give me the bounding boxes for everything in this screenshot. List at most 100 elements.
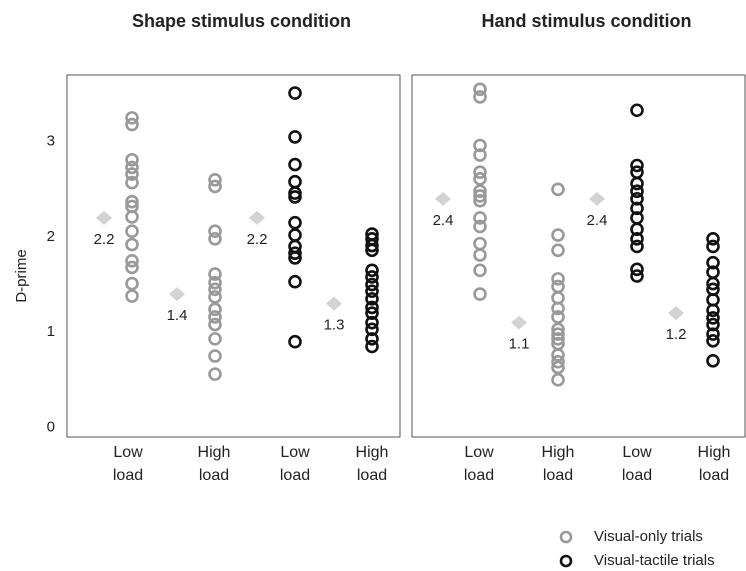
mean-label: 2.4	[433, 212, 454, 229]
data-point	[365, 243, 379, 258]
data-point	[551, 301, 565, 316]
data-point	[208, 179, 222, 194]
y-tick-label: 3	[47, 133, 55, 150]
data-point	[365, 284, 379, 299]
mean-marker	[169, 287, 185, 302]
data-point	[365, 263, 379, 278]
data-point	[551, 327, 565, 341]
data-point	[473, 211, 487, 225]
data-point	[125, 160, 139, 175]
data-point	[473, 165, 487, 179]
data-point	[125, 253, 139, 268]
mean-marker	[96, 210, 112, 225]
data-point	[551, 272, 565, 286]
data-point	[630, 239, 644, 254]
data-point	[125, 167, 139, 181]
data-point	[551, 354, 565, 369]
data-point	[473, 184, 487, 199]
data-point	[706, 327, 720, 341]
data-point	[551, 322, 565, 337]
data-point	[630, 184, 644, 199]
mean-label: 2.4	[587, 212, 608, 229]
data-point	[125, 152, 139, 167]
mean-marker	[511, 315, 527, 330]
data-point	[706, 303, 720, 318]
data-point	[551, 332, 565, 346]
panel-title: Hand stimulus condition	[482, 11, 692, 31]
x-tick-label: Low load	[279, 444, 311, 484]
data-point	[473, 148, 487, 162]
plot-frame	[66, 74, 401, 438]
legend-label: Visual-only trials	[594, 528, 703, 545]
y-axis-label: D-prime	[13, 249, 30, 302]
data-point	[473, 193, 487, 208]
data-point	[125, 289, 139, 303]
data-point	[208, 282, 222, 297]
legend-label: Visual-tactile trials	[594, 552, 715, 569]
data-point	[125, 237, 139, 252]
y-tick-label: 1	[47, 323, 55, 340]
panel-title: Shape stimulus condition	[132, 11, 351, 31]
data-point	[630, 222, 644, 237]
data-point	[551, 182, 565, 197]
mean-marker	[589, 191, 605, 206]
mean-label: 2.2	[94, 231, 115, 248]
data-point	[288, 334, 302, 349]
data-point	[473, 189, 487, 203]
data-point	[288, 190, 302, 204]
data-point	[365, 332, 379, 346]
mean-marker	[435, 191, 451, 206]
data-point	[288, 174, 302, 189]
data-point	[208, 310, 222, 324]
data-point	[473, 263, 487, 278]
data-point	[288, 246, 302, 260]
data-point	[208, 332, 222, 346]
data-point	[208, 172, 222, 187]
data-point	[551, 243, 565, 258]
data-point	[288, 274, 302, 289]
data-point	[365, 306, 379, 320]
data-point	[365, 315, 379, 330]
mean-label: 1.2	[666, 326, 687, 343]
data-point	[473, 236, 487, 251]
data-point	[365, 292, 379, 306]
data-point	[706, 317, 720, 332]
data-point	[473, 219, 487, 234]
data-point	[208, 302, 222, 317]
plot-frame	[411, 74, 746, 438]
data-point	[630, 201, 644, 216]
data-point	[208, 290, 222, 304]
x-tick-label: High load	[355, 444, 389, 484]
mean-marker	[326, 296, 342, 311]
data-point	[473, 287, 487, 301]
y-tick-label: 0	[47, 418, 55, 435]
data-point	[473, 82, 487, 97]
data-point	[288, 215, 302, 230]
data-point	[288, 251, 302, 265]
data-point	[630, 269, 644, 283]
data-point	[551, 360, 565, 375]
data-point	[473, 138, 487, 153]
data-point	[125, 111, 139, 125]
mean-label: 2.2	[247, 231, 268, 248]
data-point	[288, 130, 302, 144]
data-point	[125, 276, 139, 291]
data-point	[706, 311, 720, 325]
data-point	[551, 228, 565, 242]
data-point	[630, 232, 644, 246]
data-point	[706, 232, 720, 246]
data-point	[208, 275, 222, 290]
data-point	[288, 157, 302, 172]
data-point	[125, 260, 139, 275]
data-point	[630, 158, 644, 173]
data-point	[365, 270, 379, 284]
mean-label: 1.1	[509, 336, 530, 353]
data-point	[365, 238, 379, 253]
mean-label: 1.3	[324, 317, 345, 334]
x-tick-label: High load	[197, 444, 231, 484]
data-point	[365, 322, 379, 337]
legend-swatch	[559, 530, 573, 544]
data-point	[125, 175, 139, 190]
